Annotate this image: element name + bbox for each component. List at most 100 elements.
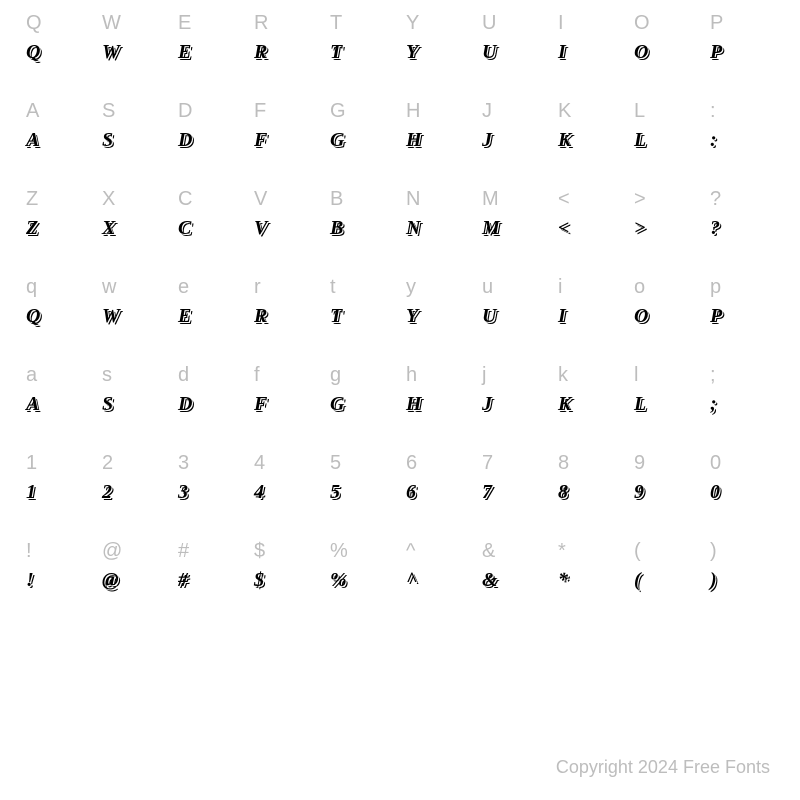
char-cell: << (552, 184, 628, 272)
glyph: G (330, 126, 345, 154)
key-label: s (102, 360, 112, 390)
key-label: % (330, 536, 348, 566)
copyright-text: Copyright 2024 Free Fonts (556, 757, 770, 778)
key-label: 0 (710, 448, 721, 478)
char-cell: :: (704, 96, 780, 184)
glyph: > (634, 214, 646, 242)
glyph: ! (26, 566, 34, 594)
key-label: A (26, 96, 39, 126)
char-cell: 99 (628, 448, 704, 536)
char-cell: 88 (552, 448, 628, 536)
key-label: g (330, 360, 341, 390)
key-label: e (178, 272, 189, 302)
char-cell: ** (552, 536, 628, 624)
char-cell: LL (628, 96, 704, 184)
key-label: ? (710, 184, 721, 214)
key-label: 4 (254, 448, 265, 478)
char-cell: RR (248, 8, 324, 96)
char-cell: eE (172, 272, 248, 360)
key-label: Q (26, 8, 42, 38)
char-cell: wW (96, 272, 172, 360)
char-cell: 44 (248, 448, 324, 536)
key-label: C (178, 184, 192, 214)
char-cell: sS (96, 360, 172, 448)
key-label: 2 (102, 448, 113, 478)
key-label: 8 (558, 448, 569, 478)
char-cell: 55 (324, 448, 400, 536)
key-label: K (558, 96, 571, 126)
char-cell: yY (400, 272, 476, 360)
glyph: 5 (330, 478, 341, 506)
glyph: Q (26, 302, 41, 330)
glyph: S (102, 126, 114, 154)
key-label: l (634, 360, 638, 390)
char-cell: TT (324, 8, 400, 96)
glyph: D (178, 390, 193, 418)
key-label: w (102, 272, 116, 302)
key-label: H (406, 96, 420, 126)
key-label: J (482, 96, 492, 126)
glyph: L (634, 126, 647, 154)
key-label: S (102, 96, 115, 126)
char-cell: pP (704, 272, 780, 360)
char-cell: (( (628, 536, 704, 624)
glyph: A (26, 390, 40, 418)
glyph: 1 (26, 478, 37, 506)
glyph: T (330, 38, 343, 66)
character-map-grid: QQWWEERRTTYYUUIIOOPPAASSDDFFGGHHJJKKLL::… (0, 0, 800, 624)
char-cell: UU (476, 8, 552, 96)
char-cell: !! (20, 536, 96, 624)
char-cell: QQ (20, 8, 96, 96)
char-cell: rR (248, 272, 324, 360)
char-cell: >> (628, 184, 704, 272)
key-label: f (254, 360, 260, 390)
glyph: F (254, 126, 268, 154)
char-cell: EE (172, 8, 248, 96)
key-label: p (710, 272, 721, 302)
glyph: ; (710, 390, 717, 418)
char-cell: 66 (400, 448, 476, 536)
key-label: Z (26, 184, 38, 214)
glyph: 2 (102, 478, 113, 506)
char-cell: GG (324, 96, 400, 184)
glyph: N (406, 214, 421, 242)
char-cell: dD (172, 360, 248, 448)
key-label: ! (26, 536, 32, 566)
key-label: # (178, 536, 189, 566)
glyph: 8 (558, 478, 569, 506)
char-cell: tT (324, 272, 400, 360)
char-cell: fF (248, 360, 324, 448)
glyph: : (710, 126, 717, 154)
char-cell: SS (96, 96, 172, 184)
glyph: F (254, 390, 268, 418)
glyph: R (254, 38, 268, 66)
glyph: C (178, 214, 192, 242)
glyph: W (102, 302, 120, 330)
glyph: T (330, 302, 343, 330)
glyph: X (102, 214, 116, 242)
key-label: O (634, 8, 650, 38)
key-label: 6 (406, 448, 417, 478)
glyph: H (406, 126, 422, 154)
key-label: 9 (634, 448, 645, 478)
glyph: L (634, 390, 647, 418)
char-cell: VV (248, 184, 324, 272)
char-cell: ^^ (400, 536, 476, 624)
char-cell: AA (20, 96, 96, 184)
char-cell: MM (476, 184, 552, 272)
key-label: h (406, 360, 417, 390)
key-label: L (634, 96, 645, 126)
key-label: I (558, 8, 564, 38)
key-label: E (178, 8, 191, 38)
key-label: 3 (178, 448, 189, 478)
char-cell: 22 (96, 448, 172, 536)
glyph: Z (26, 214, 39, 242)
glyph: E (178, 38, 192, 66)
glyph: 9 (634, 478, 645, 506)
key-label: P (710, 8, 723, 38)
glyph: O (634, 302, 649, 330)
key-label: D (178, 96, 192, 126)
key-label: $ (254, 536, 265, 566)
key-label: G (330, 96, 346, 126)
key-label: y (406, 272, 416, 302)
